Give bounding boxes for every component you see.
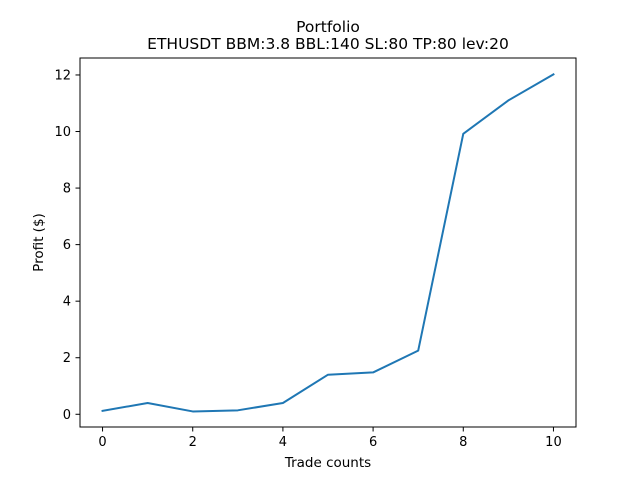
x-axis-label: Trade counts [284, 455, 371, 471]
y-tick-label: 0 [63, 408, 71, 423]
x-tick-label: 8 [459, 435, 467, 450]
chart-title: Portfolio [296, 18, 360, 36]
y-axis-label: Profit ($) [31, 213, 47, 272]
y-tick-label: 8 [63, 182, 71, 197]
chart-subtitle: ETHUSDT BBM:3.8 BBL:140 SL:80 TP:80 lev:… [147, 35, 509, 53]
series-layer [101, 73, 555, 413]
x-tick-label: 10 [545, 435, 562, 450]
x-tick-label: 6 [369, 435, 377, 450]
ticks-layer: 0 2 4 6 8 10 0 2 4 6 8 10 12 [54, 68, 561, 450]
y-tick-label: 12 [54, 68, 71, 83]
x-tick-label: 0 [98, 435, 106, 450]
y-tick-label: 2 [63, 351, 71, 366]
y-tick-label: 6 [63, 238, 71, 253]
y-tick-label: 10 [54, 125, 71, 140]
series-line-0 [101, 73, 555, 413]
y-tick-label: 4 [63, 295, 71, 310]
x-tick-label: 2 [189, 435, 197, 450]
x-tick-label: 4 [279, 435, 287, 450]
plot-area-frame [79, 57, 577, 428]
